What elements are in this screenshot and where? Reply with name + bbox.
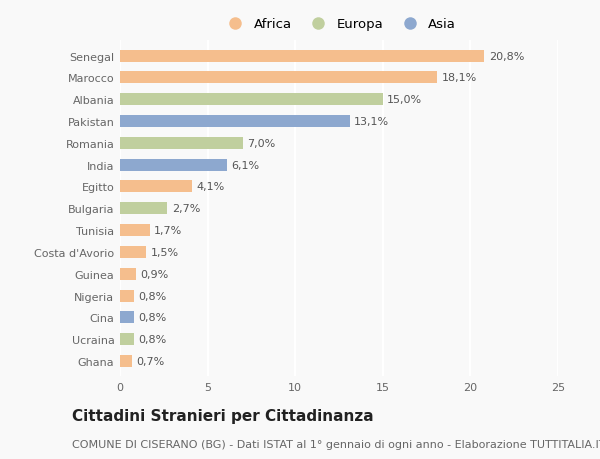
Bar xyxy=(120,246,146,258)
Text: 13,1%: 13,1% xyxy=(354,117,389,127)
Text: 7,0%: 7,0% xyxy=(247,139,275,149)
Text: 20,8%: 20,8% xyxy=(489,51,524,62)
Text: 0,7%: 0,7% xyxy=(137,356,165,366)
Text: 4,1%: 4,1% xyxy=(196,182,224,192)
Bar xyxy=(120,224,150,236)
Bar xyxy=(120,73,437,84)
Bar xyxy=(120,50,484,62)
Bar xyxy=(120,94,383,106)
Bar xyxy=(120,268,136,280)
Bar xyxy=(120,181,192,193)
Text: COMUNE DI CISERANO (BG) - Dati ISTAT al 1° gennaio di ogni anno - Elaborazione T: COMUNE DI CISERANO (BG) - Dati ISTAT al … xyxy=(72,440,600,449)
Text: Cittadini Stranieri per Cittadinanza: Cittadini Stranieri per Cittadinanza xyxy=(72,408,374,423)
Text: 2,7%: 2,7% xyxy=(172,204,200,214)
Bar xyxy=(120,355,132,367)
Text: 6,1%: 6,1% xyxy=(231,160,259,170)
Bar xyxy=(120,312,134,324)
Bar xyxy=(120,138,242,150)
Text: 1,7%: 1,7% xyxy=(154,226,182,235)
Text: 0,8%: 0,8% xyxy=(139,335,167,344)
Bar xyxy=(120,116,350,128)
Bar xyxy=(120,203,167,215)
Bar xyxy=(120,159,227,171)
Text: 0,9%: 0,9% xyxy=(140,269,169,279)
Text: 0,8%: 0,8% xyxy=(139,291,167,301)
Text: 1,5%: 1,5% xyxy=(151,247,179,257)
Text: 18,1%: 18,1% xyxy=(442,73,477,83)
Legend: Africa, Europa, Asia: Africa, Europa, Asia xyxy=(218,14,460,35)
Text: 15,0%: 15,0% xyxy=(387,95,422,105)
Bar xyxy=(120,333,134,345)
Bar xyxy=(120,290,134,302)
Text: 0,8%: 0,8% xyxy=(139,313,167,323)
